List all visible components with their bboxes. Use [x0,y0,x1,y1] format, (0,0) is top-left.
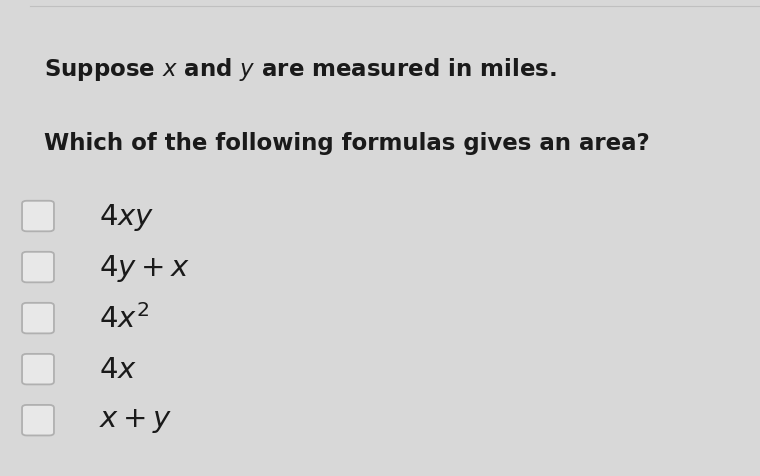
Text: $4xy$: $4xy$ [99,201,154,232]
Text: $4x^2$: $4x^2$ [99,304,149,333]
FancyBboxPatch shape [22,405,54,436]
Text: Which of the following formulas gives an area?: Which of the following formulas gives an… [44,131,650,154]
Text: $4y + x$: $4y + x$ [99,252,190,283]
Text: $4x$: $4x$ [99,356,137,383]
FancyBboxPatch shape [22,201,54,232]
FancyBboxPatch shape [22,354,54,385]
Text: Suppose $x$ and $y$ are measured in miles.: Suppose $x$ and $y$ are measured in mile… [44,56,556,82]
FancyBboxPatch shape [22,252,54,283]
FancyBboxPatch shape [22,303,54,334]
Text: $x + y$: $x + y$ [99,407,172,434]
